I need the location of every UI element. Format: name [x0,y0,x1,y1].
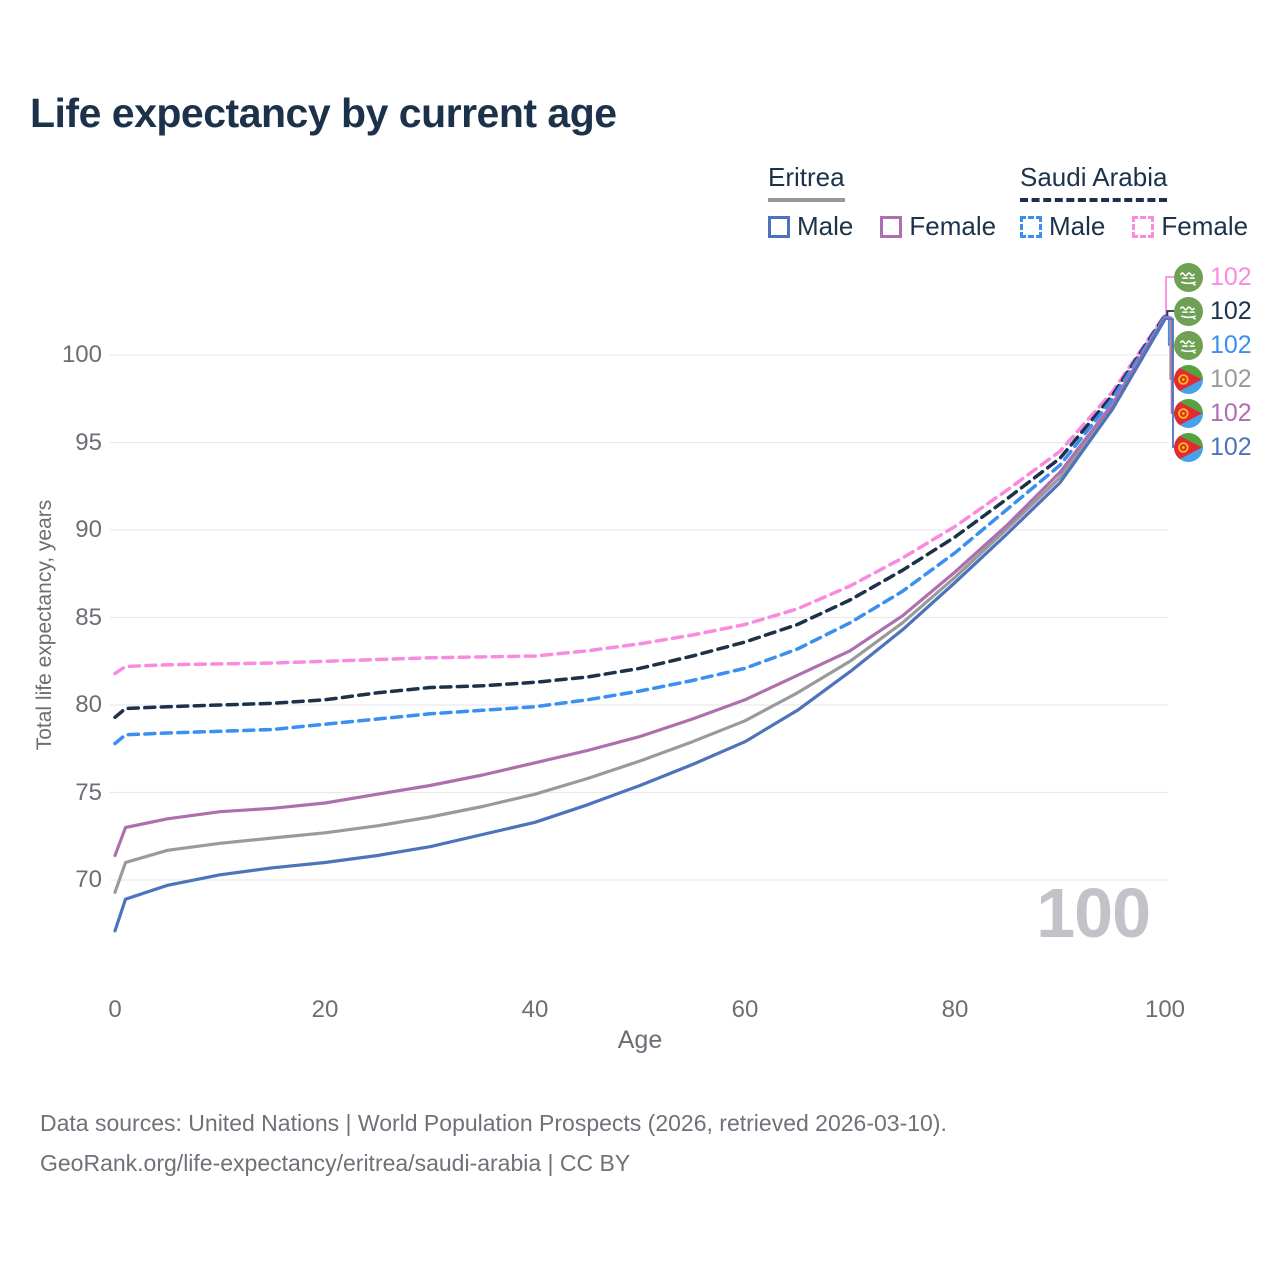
series-eritrea-male-line [113,317,1167,933]
x-axis-title: Age [617,1026,663,1054]
y-tick-label-70: 70 [75,866,102,893]
legend-label: Male [797,211,854,241]
saudi-arabia-flag-icon [1174,262,1203,292]
legend-items-saudi-arabia: Male Female [1020,211,1266,242]
saudi-female-swatch-icon [1132,215,1155,238]
eritrea-flag-icon [1174,364,1203,394]
end-value-label: 102 [1210,297,1252,325]
x-tick-label-80: 80 [941,996,969,1023]
legend-item-eritrea-female: Female [880,211,996,242]
end-label-row-eritrea-female: 102 [1174,396,1252,430]
legend-label: Female [909,211,997,241]
y-tick-label-85: 85 [75,603,102,631]
eritrea-male-swatch-icon [768,215,790,238]
legend-group-saudi-arabia: Saudi Arabia Male Female [1020,162,1266,242]
y-tick-label-80: 80 [75,691,102,718]
legend-item-saudi-male: Male [1020,211,1105,242]
watermark-age-label: 100 [1036,874,1151,952]
end-value-label: 102 [1210,331,1252,359]
end-label-row-saudi-arabia-male: 102 [1174,328,1252,362]
x-tick-label-20: 20 [311,996,339,1023]
series-saudi-arabia-male-line [113,314,1167,746]
legend-item-saudi-female: Female [1132,211,1248,242]
end-label-row-saudi-arabia-female: 102 [1174,260,1252,294]
legend-label: Male [1049,211,1106,241]
legend-item-eritrea-male: Male [768,211,853,242]
saudi-arabia-flag-icon [1174,330,1203,360]
y-tick-label-95: 95 [75,428,102,456]
legend-label: Female [1161,211,1249,241]
end-label-row-saudi-arabia-total: 102 [1174,294,1252,328]
end-label-row-eritrea-total: 102 [1174,362,1252,396]
footer-url: GeoRank.org/life-expectancy/eritrea/saud… [40,1150,631,1176]
series-eritrea-total-line [113,316,1167,894]
series-saudi-arabia-female-line [113,313,1167,676]
eritrea-flag-icon [1174,432,1203,462]
eritrea-flag-icon [1174,398,1203,428]
footer-sources: Data sources: United Nations | World Pop… [40,1110,947,1136]
y-tick-label-100: 100 [61,341,102,368]
x-tick-label-100: 100 [1144,996,1186,1023]
legend-group-eritrea: Eritrea Male Female [768,162,1014,242]
end-value-label: 102 [1210,263,1252,291]
saudi-arabia-flag-icon [1174,296,1203,326]
x-tick-label-40: 40 [521,996,549,1023]
end-value-label: 102 [1210,399,1252,427]
x-tick-label-60: 60 [731,996,759,1023]
saudi-male-swatch-icon [1020,215,1042,238]
leader-line [1165,318,1174,448]
series-eritrea-female-line [113,315,1167,858]
legend-country-eritrea: Eritrea [768,162,845,202]
end-value-label: 102 [1210,365,1252,393]
end-value-label: 102 [1210,433,1252,461]
y-tick-label-90: 90 [75,516,102,543]
leader-line [1165,276,1174,316]
end-label-row-eritrea-male: 102 [1174,430,1252,464]
eritrea-female-swatch-icon [880,215,903,238]
y-tick-label-75: 75 [75,778,102,806]
legend-country-saudi-arabia: Saudi Arabia [1020,162,1168,202]
chart-title: Life expectancy by current age [30,90,617,136]
series-saudi-arabia-total-line [113,313,1167,720]
x-tick-label-0: 0 [108,996,122,1023]
legend-items-eritrea: Male Female [768,211,1014,242]
